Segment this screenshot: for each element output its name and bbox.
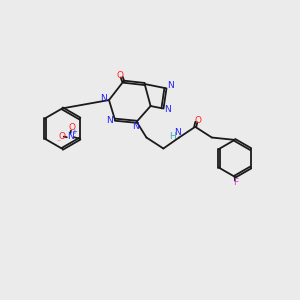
Text: H: H	[169, 132, 176, 141]
Text: N: N	[164, 105, 171, 114]
Text: N: N	[67, 132, 74, 141]
Text: F: F	[233, 178, 238, 187]
Text: N: N	[100, 94, 107, 103]
Text: ⁻: ⁻	[57, 137, 61, 146]
Text: N: N	[167, 81, 174, 90]
Text: O: O	[194, 116, 201, 125]
Text: N: N	[174, 128, 181, 137]
Text: N: N	[106, 116, 113, 125]
Text: O: O	[68, 123, 75, 132]
Text: O: O	[58, 132, 65, 141]
Text: N: N	[132, 122, 139, 131]
Text: +: +	[71, 129, 77, 135]
Text: O: O	[116, 70, 123, 80]
